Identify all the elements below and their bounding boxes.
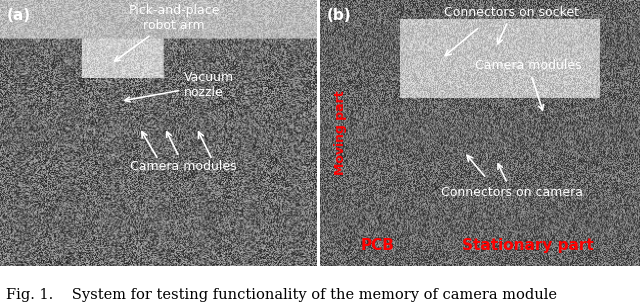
Text: Camera modules: Camera modules (475, 59, 581, 110)
Text: Vacuum
nozzle: Vacuum nozzle (125, 71, 234, 102)
Text: Moving part: Moving part (334, 91, 348, 175)
Text: Pick-and-place
robot arm: Pick-and-place robot arm (115, 4, 220, 61)
Text: Connectors on camera: Connectors on camera (441, 164, 583, 199)
Text: (a): (a) (6, 8, 31, 23)
Text: Fig. 1.    System for testing functionality of the memory of camera module: Fig. 1. System for testing functionality… (6, 288, 557, 302)
Text: Stationary part: Stationary part (462, 238, 594, 253)
Text: Camera modules: Camera modules (131, 132, 237, 173)
Text: PCB: PCB (361, 238, 394, 253)
Text: Connectors on socket: Connectors on socket (445, 6, 579, 44)
Text: (b): (b) (326, 8, 351, 23)
